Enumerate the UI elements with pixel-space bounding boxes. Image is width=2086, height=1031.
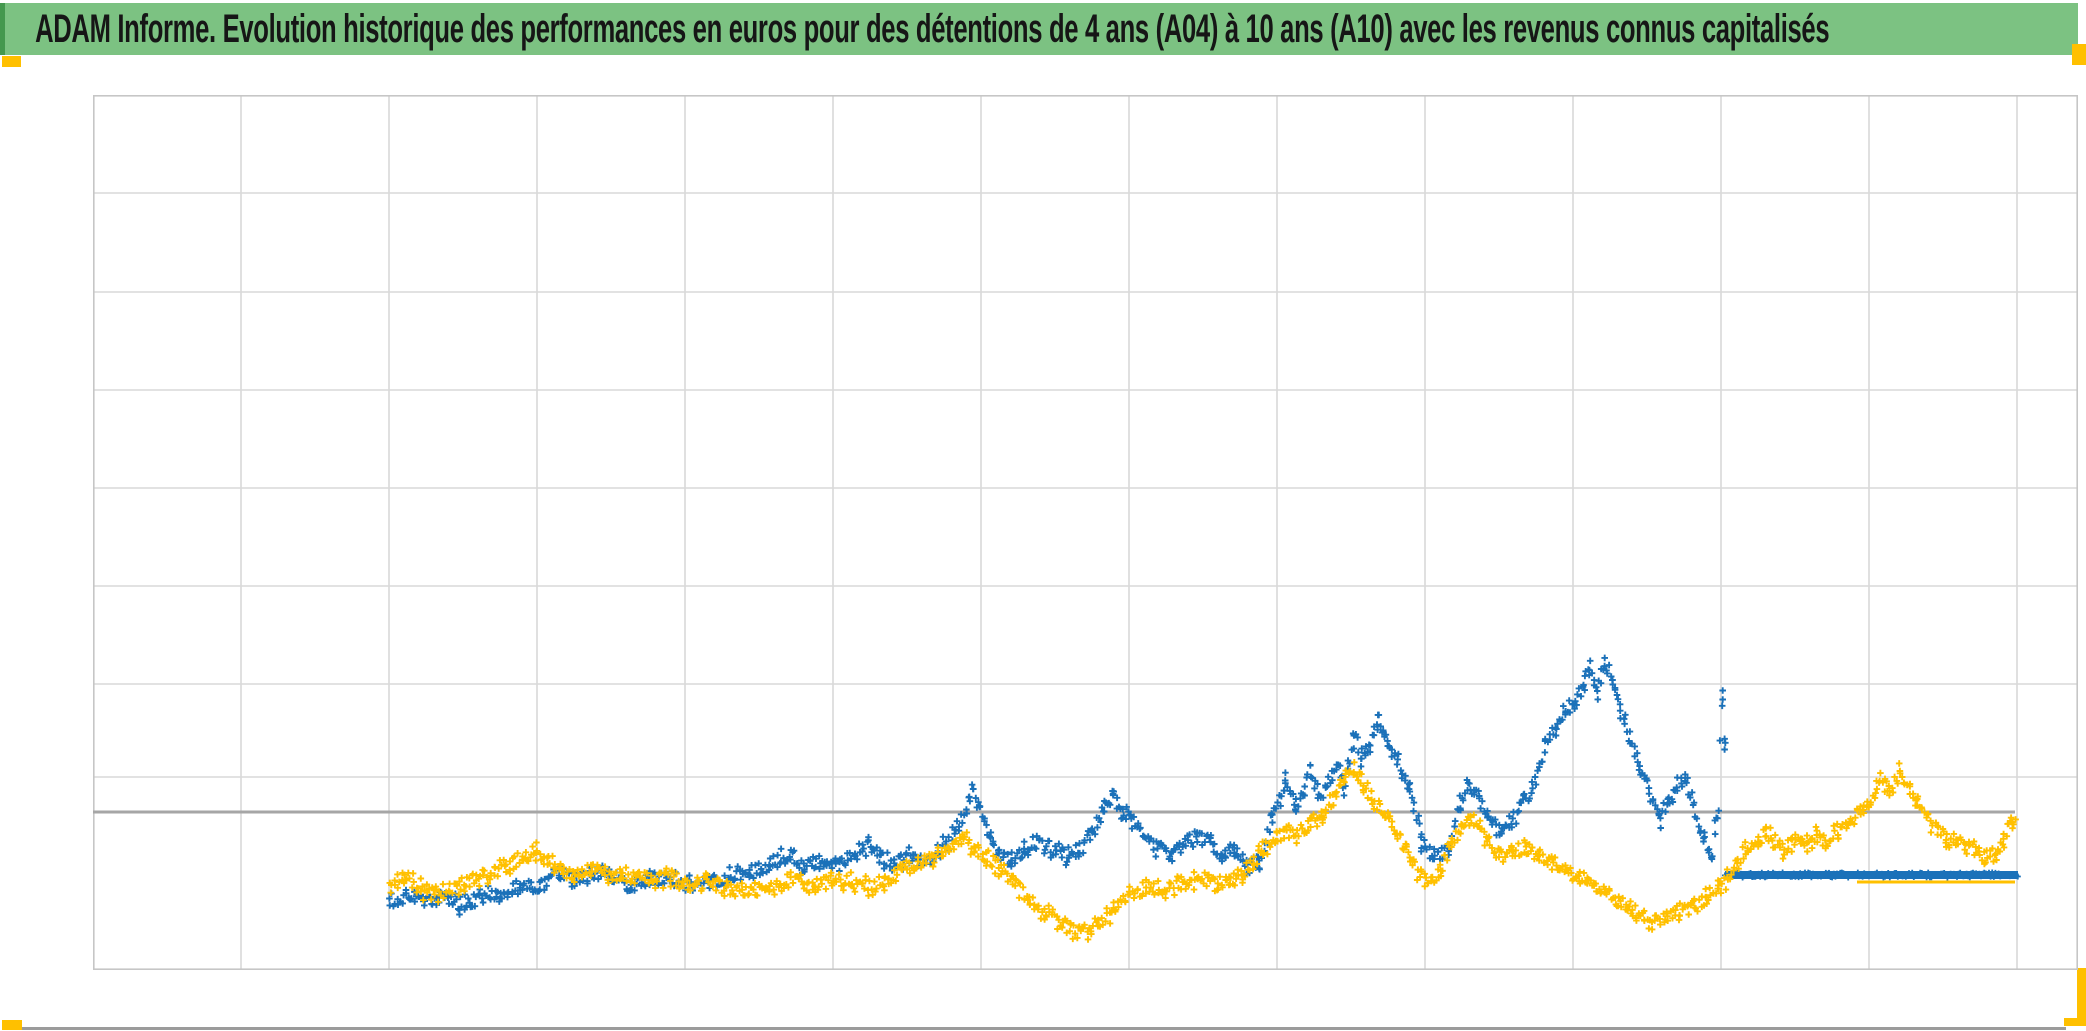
corner-mark-top-left [2, 56, 21, 67]
corner-mark-top-right [2072, 44, 2086, 65]
bottom-rule [22, 1027, 2066, 1030]
corner-mark-bottom-left [2, 1020, 22, 1030]
title-bar-edge [0, 3, 5, 55]
corner-mark-bottom-right-horizontal [2064, 1018, 2086, 1026]
corner-mark-bottom-right-vertical [2077, 968, 2086, 1025]
plot-area [93, 95, 2078, 970]
page-title: ADAM Informe. Evolution historique des p… [35, 6, 1830, 51]
title-bar: ADAM Informe. Evolution historique des p… [5, 3, 2078, 55]
